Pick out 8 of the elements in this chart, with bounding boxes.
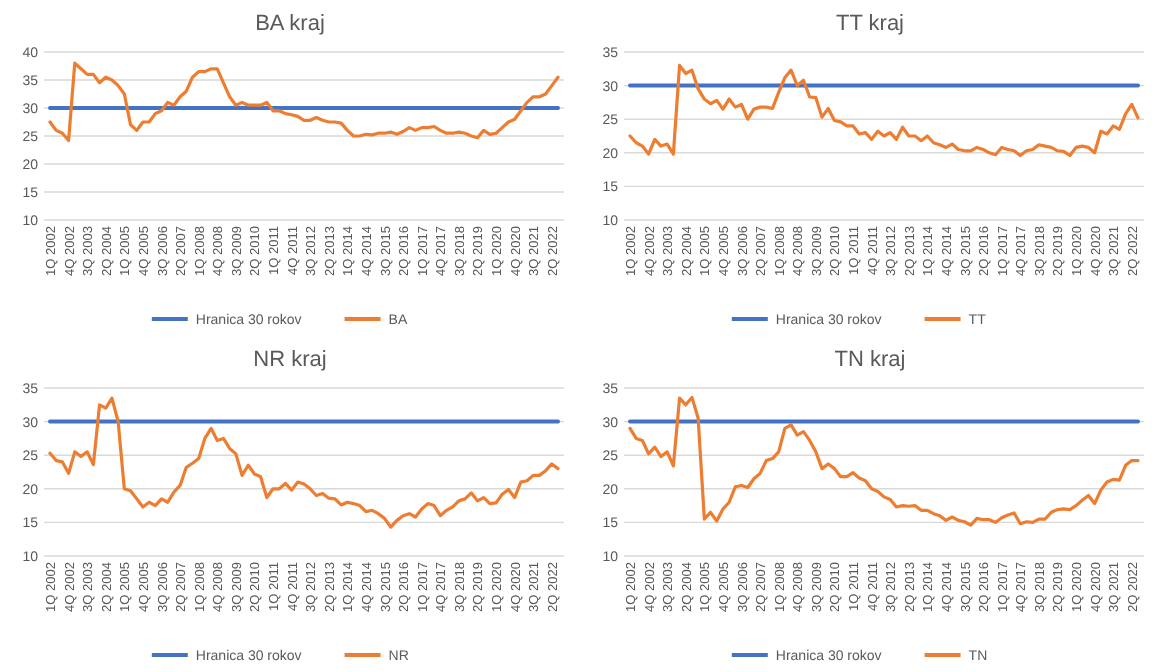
line-series [48,396,560,529]
line-series [628,63,1140,158]
line-series [48,61,560,143]
chart-title: TN kraj [834,348,906,372]
chart-title: BA kraj [255,12,325,36]
line-series [628,395,1140,527]
chart-title: NR kraj [253,348,327,372]
chart-title: TT kraj [835,12,905,36]
